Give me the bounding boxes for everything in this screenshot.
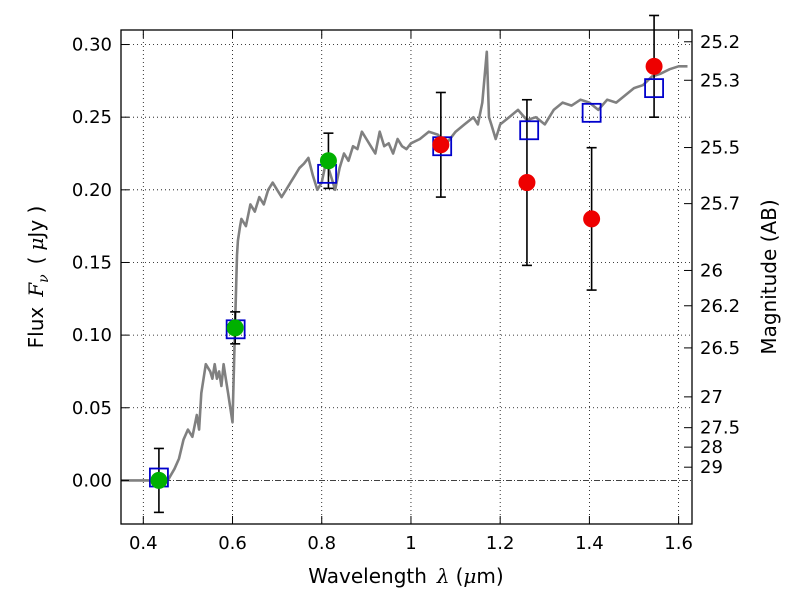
y-tick-label: 0.15 bbox=[72, 252, 112, 273]
y-axis-label: Flux Fν ( μJy ) bbox=[24, 206, 52, 349]
mag-tick-label: 25.3 bbox=[700, 70, 740, 91]
data-point bbox=[645, 57, 663, 75]
mag-tick-label: 27.5 bbox=[700, 418, 740, 439]
y-tick-label: 0.00 bbox=[72, 470, 112, 491]
data-point bbox=[583, 210, 601, 228]
y-axis-symbol: F bbox=[24, 282, 48, 298]
data-markers bbox=[149, 57, 664, 489]
data-point bbox=[319, 152, 337, 170]
x-tick-label: 0.8 bbox=[307, 533, 336, 554]
y-axis-unit-open: ( bbox=[24, 257, 48, 265]
x-tick-label: 1.6 bbox=[664, 533, 693, 554]
plot-frame bbox=[120, 29, 693, 525]
x-axis-symbol: λ bbox=[436, 564, 450, 588]
y2-axis-label: Magnitude (AB) bbox=[757, 199, 781, 354]
x-axis-unit-rest: m) bbox=[476, 564, 503, 588]
mag-tick-label: 25.2 bbox=[700, 32, 740, 53]
y-axis-subscript: ν bbox=[36, 274, 52, 283]
mag-tick-label: 27 bbox=[700, 387, 723, 408]
model-square bbox=[581, 102, 602, 123]
y-tick-label: 0.30 bbox=[72, 35, 112, 56]
y-tick-label: 0.25 bbox=[72, 107, 112, 128]
x-tick-label: 0.6 bbox=[218, 533, 247, 554]
x-tick-label: 1.2 bbox=[486, 533, 515, 554]
x-tick-label: 1.4 bbox=[575, 533, 604, 554]
data-point bbox=[150, 471, 168, 489]
x-axis-unit-open: ( bbox=[456, 564, 464, 588]
data-point bbox=[518, 174, 536, 192]
x-axis-unit-mu: μ bbox=[463, 564, 476, 588]
spectrum-line bbox=[121, 50, 688, 482]
y-tick-label: 0.20 bbox=[72, 180, 112, 201]
axes bbox=[120, 29, 693, 525]
y-tick-label: 0.05 bbox=[72, 398, 112, 419]
x-axis-label-text: Wavelength bbox=[308, 564, 427, 588]
y-tick-label: 0.10 bbox=[72, 325, 112, 346]
y-axis-label-text: Flux bbox=[24, 307, 48, 349]
mag-tick-label: 29 bbox=[700, 457, 723, 478]
mag-tick-label: 26 bbox=[700, 260, 723, 281]
x-tick-label: 1 bbox=[405, 533, 416, 554]
model-square bbox=[519, 120, 540, 141]
data-point bbox=[226, 319, 244, 337]
x-tick-label: 0.4 bbox=[129, 533, 158, 554]
y-axis-unit-mu: μ bbox=[24, 238, 48, 251]
mag-tick-label: 28 bbox=[700, 437, 723, 458]
x-axis-label: Wavelength λ (μm) bbox=[308, 564, 503, 588]
model-spectrum bbox=[121, 50, 688, 482]
grid-lines bbox=[121, 30, 692, 524]
error-bars bbox=[153, 14, 660, 514]
tick-labels: 0.4 0.6 0.8 1 1.2 1.4 1.6 0.00 0.05 0.10 0.15 0.20 0… bbox=[72, 32, 740, 554]
model-square bbox=[644, 78, 664, 99]
data-point bbox=[432, 136, 450, 154]
mag-tick-label: 25.7 bbox=[700, 194, 740, 215]
mag-tick-label: 25.5 bbox=[700, 138, 740, 159]
mag-tick-label: 26.2 bbox=[700, 296, 740, 317]
y-axis-unit-rest: Jy ) bbox=[24, 206, 48, 240]
mag-tick-label: 26.5 bbox=[700, 338, 740, 359]
